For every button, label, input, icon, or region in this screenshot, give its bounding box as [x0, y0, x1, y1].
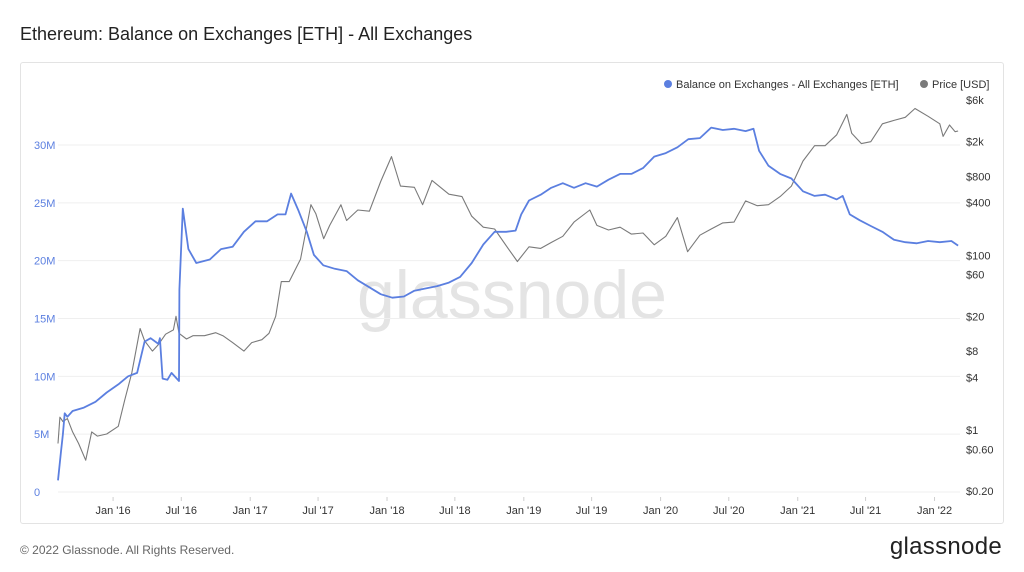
- x-tick-label: Jan '17: [233, 505, 268, 517]
- legend-item-balance[interactable]: Balance on Exchanges - All Exchanges [ET…: [676, 79, 899, 91]
- legend-dot-price: [920, 80, 928, 88]
- left-tick-label: 15M: [34, 314, 55, 326]
- right-tick-label: $8: [966, 346, 978, 358]
- x-tick-label: Jan '21: [780, 505, 815, 517]
- x-tick-label: Jul '16: [166, 505, 197, 517]
- left-tick-label: 0: [34, 487, 40, 499]
- brand-logo[interactable]: glassnode: [889, 533, 1002, 560]
- right-tick-label: $1: [966, 425, 978, 437]
- x-tick-label: Jan '19: [506, 505, 541, 517]
- left-tick-label: 5M: [34, 429, 49, 441]
- left-tick-label: 20M: [34, 256, 55, 268]
- right-tick-label: $4: [966, 372, 978, 384]
- x-tick-label: Jan '22: [917, 505, 952, 517]
- right-tick-label: $2k: [966, 137, 984, 149]
- left-tick-label: 25M: [34, 198, 55, 210]
- legend[interactable]: Balance on Exchanges - All Exchanges [ET…: [664, 79, 989, 91]
- right-tick-label: $60: [966, 270, 984, 282]
- watermark: glassnode: [357, 257, 667, 333]
- right-tick-label: $20: [966, 311, 984, 323]
- balance-series-line[interactable]: [57, 126, 959, 481]
- x-tick-label: Jul '17: [302, 505, 333, 517]
- plot-area[interactable]: [57, 107, 959, 481]
- x-tick-label: Jan '16: [96, 505, 131, 517]
- x-tick-label: Jul '19: [576, 505, 607, 517]
- right-tick-label: $0.60: [966, 444, 994, 456]
- x-tick-label: Jan '18: [369, 505, 404, 517]
- x-tick-label: Jan '20: [643, 505, 678, 517]
- legend-item-price[interactable]: Price [USD]: [932, 79, 989, 91]
- grid-lines: [58, 144, 960, 493]
- left-tick-label: 30M: [34, 140, 55, 152]
- right-tick-label: $0.20: [966, 486, 994, 498]
- legend-dot-balance: [664, 80, 672, 88]
- right-tick-label: $100: [966, 250, 990, 262]
- x-tick-label: Jul '20: [713, 505, 744, 517]
- x-tick-label: Jul '18: [439, 505, 470, 517]
- right-tick-label: $400: [966, 198, 990, 210]
- page-title: Ethereum: Balance on Exchanges [ETH] - A…: [20, 24, 473, 44]
- right-tick-label: $6k: [966, 95, 984, 107]
- right-tick-label: $800: [966, 171, 990, 183]
- x-axis: Jan '16 Jul '16 Jan '17 Jul '17 Jan '18 Jul '…: [96, 497, 952, 517]
- chart-panel: [20, 62, 1004, 524]
- copyright-text: © 2022 Glassnode. All Rights Reserved.: [20, 543, 235, 557]
- x-tick-label: Jul '21: [850, 505, 881, 517]
- left-tick-label: 10M: [34, 371, 55, 383]
- left-axis: 0 5M 10M 15M 20M 25M 30M: [34, 140, 55, 499]
- right-axis: $0.20 $0.60 $1 $4 $8 $20 $60 $100 $400 $800 $2k $6k: [966, 95, 994, 498]
